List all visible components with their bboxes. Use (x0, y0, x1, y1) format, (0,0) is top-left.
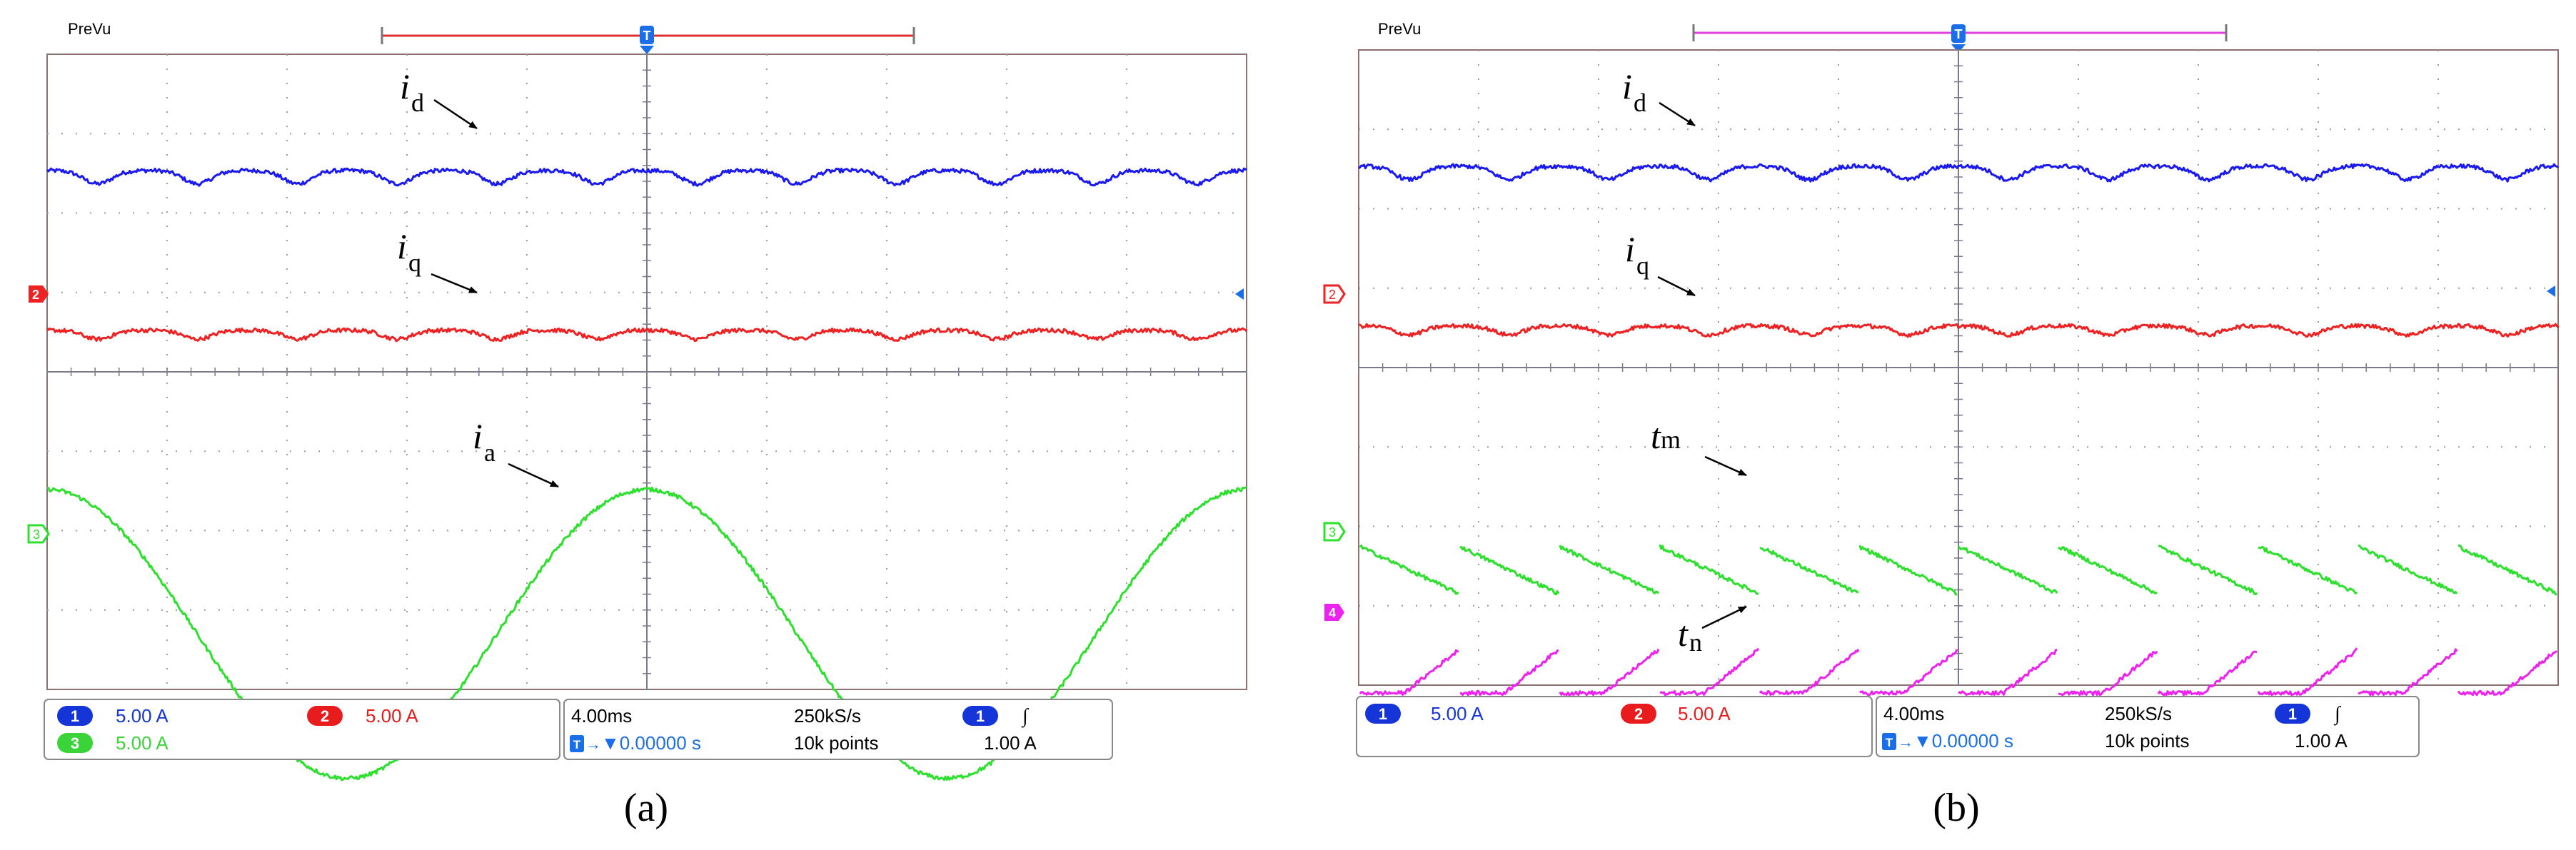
svg-text:1: 1 (71, 707, 79, 725)
sample-rate-readout: 250kS/s (2105, 703, 2172, 724)
svg-text:d: d (1634, 88, 1646, 117)
panel-caption-b: (b) (1933, 786, 1979, 830)
trigger-level-arrow-icon (2547, 285, 2555, 297)
trigger-level-arrow-icon (1235, 288, 1244, 300)
delay-readout: ▼0.00000 s (601, 732, 701, 754)
annotation-id: i d (400, 66, 478, 130)
svg-text:1: 1 (1379, 705, 1387, 723)
svg-text:1: 1 (2288, 705, 2297, 723)
svg-text:q: q (408, 248, 421, 277)
svg-text:5.00 A: 5.00 A (116, 705, 168, 727)
svg-text:2: 2 (1329, 288, 1336, 302)
scope-panel-a: PreVu T T 2 3 i (27, 20, 1248, 830)
status-bar-b: 1 5.00 A 2 5.00 A 4.00ms 250kS/s 1 ∫ T →… (1356, 696, 2420, 757)
annotation-tm: t m (1651, 416, 1747, 477)
delay-icon: T → (1882, 733, 1913, 751)
trigger-source-badge: 1 (2275, 704, 2310, 724)
traces-b (1358, 163, 2560, 695)
trigger-position-label: T (643, 29, 651, 43)
scope-panel-b: PreVu T T 2 3 4 (1323, 20, 2560, 830)
graticule-a (46, 54, 1247, 690)
trace-id (1358, 163, 2559, 183)
channel-2-scale: 2 5.00 A (1621, 703, 1731, 724)
annotation-iq: i q (397, 226, 478, 294)
channel-2-scale: 2 5.00 A (307, 705, 418, 727)
prevu-label: PreVu (68, 20, 111, 38)
channel-marker-4: 4 (1324, 604, 1344, 621)
prevu-label: PreVu (1378, 20, 1421, 38)
annotation-ia: i a (473, 416, 559, 488)
trigger-slope-icon: ∫ (1021, 705, 1030, 728)
trace-iq (1358, 323, 2560, 338)
svg-text:i: i (400, 66, 410, 106)
channel-1-scale: 1 5.00 A (1365, 703, 1484, 724)
svg-text:2: 2 (32, 288, 39, 302)
delay-icon: T → (570, 735, 601, 753)
svg-text:i: i (397, 226, 407, 266)
annotation-tn: t n (1678, 605, 1747, 657)
trigger-position-label: T (1955, 27, 1963, 41)
svg-text:i: i (1622, 66, 1632, 106)
channel-3-scale: 3 5.00 A (57, 732, 168, 754)
svg-text:i: i (473, 416, 483, 456)
svg-text:d: d (411, 88, 424, 117)
graticule-b (1358, 49, 2559, 686)
svg-text:a: a (484, 438, 495, 467)
trace-iq (46, 327, 1248, 343)
svg-text:5.00 A: 5.00 A (366, 705, 418, 727)
svg-text:m: m (1661, 425, 1681, 454)
svg-text:→: → (1898, 733, 1913, 751)
trigger-level-readout: 1.00 A (984, 732, 1037, 754)
svg-text:1: 1 (976, 707, 985, 725)
trigger-source-badge: 1 (962, 706, 998, 726)
channel-marker-3: 3 (27, 524, 50, 544)
svg-text:2: 2 (321, 707, 329, 725)
svg-text:4: 4 (1329, 606, 1336, 620)
record-length-readout: 10k points (2105, 730, 2190, 752)
trigger-slope-icon: ∫ (2333, 703, 2342, 726)
record-length-readout: 10k points (794, 732, 879, 754)
svg-text:5.00 A: 5.00 A (1431, 703, 1484, 724)
timebase-readout: 4.00ms (1883, 703, 1944, 724)
channel-marker-3: 3 (1323, 522, 1346, 542)
svg-text:→: → (585, 735, 601, 753)
panel-caption-a: (a) (624, 786, 668, 830)
svg-text:t: t (1678, 614, 1689, 654)
svg-text:2: 2 (1634, 705, 1643, 723)
svg-text:3: 3 (71, 734, 79, 752)
svg-text:5.00 A: 5.00 A (116, 732, 168, 754)
annotation-id: i d (1622, 66, 1696, 127)
sample-rate-readout: 250kS/s (794, 705, 861, 727)
svg-text:n: n (1689, 628, 1702, 657)
status-bar-a: 1 5.00 A 2 5.00 A 3 5.00 A 4.00ms 250kS/… (44, 699, 1113, 760)
svg-text:3: 3 (33, 527, 40, 542)
svg-text:q: q (1636, 251, 1649, 280)
svg-text:t: t (1651, 416, 1661, 456)
svg-text:T: T (1886, 736, 1893, 749)
channel-marker-2: 2 (1323, 284, 1346, 304)
trigger-level-readout: 1.00 A (2295, 730, 2348, 752)
timebase-readout: 4.00ms (571, 705, 632, 727)
annotation-iq: i q (1625, 229, 1696, 297)
channel-1-scale: 1 5.00 A (57, 705, 168, 727)
svg-text:i: i (1625, 229, 1635, 269)
trace-id (46, 167, 1247, 187)
svg-text:3: 3 (1329, 525, 1336, 540)
svg-text:T: T (573, 738, 581, 752)
channel-marker-2: 2 (29, 285, 49, 303)
svg-text:5.00 A: 5.00 A (1678, 703, 1731, 724)
delay-readout: ▼0.00000 s (1913, 730, 2013, 752)
